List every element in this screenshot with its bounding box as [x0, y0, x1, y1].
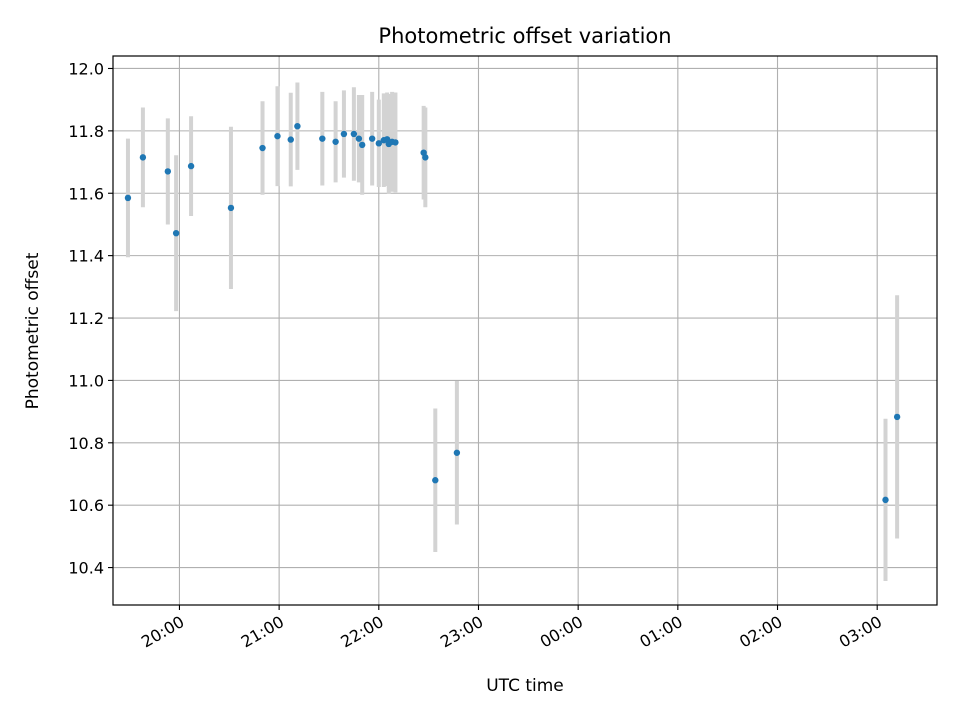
- y-tick-label: 11.4: [68, 247, 104, 266]
- data-point: [294, 122, 301, 130]
- y-tick-label: 10.8: [68, 434, 104, 453]
- data-point: [350, 130, 358, 138]
- chart-title: Photometric offset variation: [378, 24, 671, 48]
- data-point: [124, 194, 132, 202]
- data-point: [453, 449, 461, 456]
- y-tick-label: 11.2: [68, 309, 104, 328]
- data-point: [164, 168, 172, 175]
- data-point: [882, 496, 889, 504]
- data-point: [340, 130, 348, 138]
- data-point: [139, 154, 147, 161]
- plot-frame: [112, 55, 938, 606]
- data-point: [355, 135, 363, 142]
- y-tick-label: 11.6: [68, 184, 104, 203]
- data-point: [227, 204, 235, 212]
- data-points: [124, 122, 901, 504]
- data-point: [358, 141, 366, 149]
- y-tick-label: 10.4: [68, 559, 104, 578]
- data-point: [259, 144, 266, 152]
- data-point: [172, 229, 180, 237]
- y-axis-label: Photometric offset: [23, 252, 43, 409]
- data-point: [187, 162, 195, 170]
- data-point: [893, 413, 901, 421]
- data-point: [375, 140, 383, 147]
- data-point: [274, 132, 281, 140]
- y-tick-label: 10.6: [68, 496, 104, 515]
- y-tick-label: 11.0: [68, 371, 104, 390]
- data-point: [392, 139, 399, 146]
- data-point: [422, 154, 429, 161]
- data-point: [332, 138, 339, 145]
- data-point: [287, 136, 294, 143]
- y-tick-label: 11.8: [68, 122, 104, 141]
- data-point: [368, 135, 376, 142]
- data-point: [432, 477, 439, 484]
- x-axis-label: UTC time: [486, 676, 564, 696]
- y-tick-label: 12.0: [68, 59, 104, 78]
- data-point: [319, 135, 326, 142]
- y-axis: 10.4 10.6 10.8 11.0 11.2 11.4 11.6 11.8 12.0: [68, 59, 113, 578]
